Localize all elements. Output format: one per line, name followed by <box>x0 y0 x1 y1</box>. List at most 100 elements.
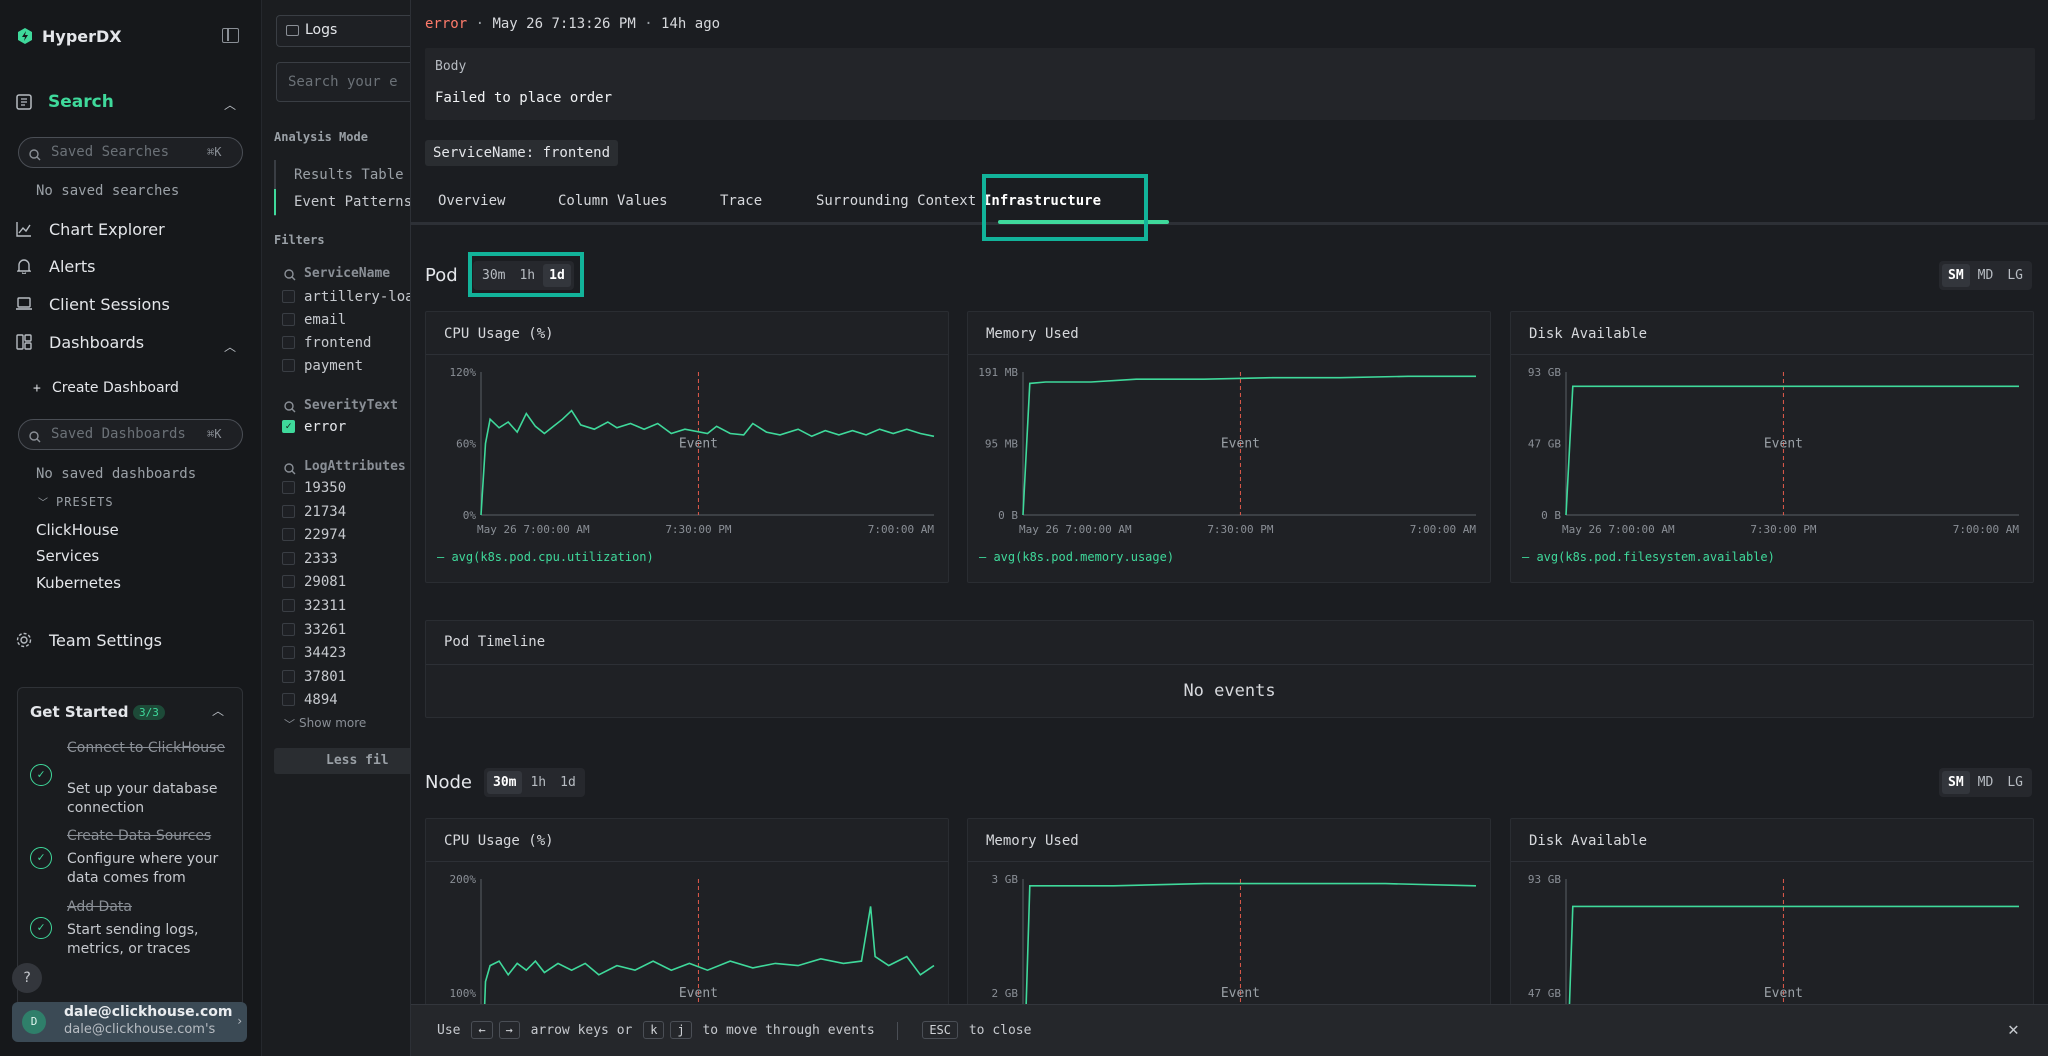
source-select[interactable]: Logs <box>276 15 410 47</box>
no-events-message: No events <box>1183 681 1276 701</box>
chart-title: Memory Used <box>986 326 1079 342</box>
chevron-up-icon[interactable]: ︿ <box>212 704 225 718</box>
range-1h[interactable]: 1h <box>519 268 536 283</box>
filter-checkbox[interactable] <box>282 693 295 707</box>
filter-checkbox[interactable] <box>282 504 295 518</box>
chart-plot: 120% 60% 0% Event May 26 7:00:00 AM 7:30:00 P… <box>450 366 935 536</box>
avatar: D <box>22 1010 46 1034</box>
chart-explorer-nav-item[interactable]: Chart Explorer <box>49 220 165 239</box>
search-input[interactable]: Search your e <box>276 62 410 102</box>
filter-checkbox[interactable] <box>282 336 295 349</box>
step-title[interactable]: Connect to ClickHouse <box>67 740 226 756</box>
chevron-up-icon[interactable]: ︿ <box>224 98 237 112</box>
chart-legend[interactable]: — avg(k8s.pod.memory.usage) <box>979 550 1174 564</box>
filter-checkbox[interactable] <box>282 359 295 372</box>
check-circle-icon: ✓ <box>30 847 52 869</box>
step-title[interactable]: Add Data <box>67 899 132 915</box>
chevron-down-icon[interactable]: ﹀ <box>38 498 48 509</box>
y-tick-label: 0% <box>463 509 477 522</box>
filter-checkbox-checked[interactable]: ✓ <box>282 420 295 433</box>
search-nav-item[interactable]: Search <box>48 92 114 112</box>
tab-trace[interactable]: Trace <box>720 193 763 209</box>
severity-label: error <box>425 16 468 32</box>
y-tick-label: 93 GB <box>1528 366 1561 379</box>
tab-infrastructure[interactable]: Infrastructure <box>983 193 1102 209</box>
filter-checkbox[interactable] <box>282 290 295 303</box>
range-30m[interactable]: 30m <box>487 771 523 794</box>
legend-swatch: — <box>437 550 452 564</box>
saved-dashboards-input[interactable]: Saved Dashboards ⌘K <box>18 419 243 450</box>
right-arrow-key: → <box>498 1021 520 1039</box>
event-label: Event <box>679 986 718 1001</box>
preset-clickhouse[interactable]: ClickHouse <box>36 521 119 539</box>
less-filters-label: Less fil <box>326 753 389 768</box>
filter-checkbox[interactable] <box>282 551 295 565</box>
user-menu[interactable]: D dale@clickhouse.com dale@clickhouse.co… <box>12 1002 247 1042</box>
help-icon[interactable]: ? <box>12 963 42 993</box>
tab-overview[interactable]: Overview <box>438 193 506 209</box>
filter-checkbox[interactable] <box>282 313 295 326</box>
saved-searches-input[interactable]: Saved Searches ⌘K <box>18 137 243 168</box>
filter-checkbox[interactable] <box>282 669 295 683</box>
search-nav-icon <box>16 94 32 110</box>
size-sm[interactable]: SM <box>1942 771 1970 794</box>
mode-results-table[interactable]: Results Table <box>294 167 404 183</box>
client-sessions-nav-item[interactable]: Client Sessions <box>49 295 170 314</box>
filter-group-severitytext[interactable]: SeverityText <box>304 398 398 413</box>
create-dashboard-button[interactable]: Create Dashboard <box>52 380 179 396</box>
app-name: HyperDX <box>42 27 122 46</box>
chevron-down-icon: ﹀ <box>284 718 295 731</box>
filter-value: payment <box>304 358 364 374</box>
preset-services[interactable]: Services <box>36 547 100 565</box>
size-lg[interactable]: LG <box>2007 268 2023 283</box>
chevron-up-icon[interactable]: ︿ <box>224 340 237 354</box>
filter-group-servicename[interactable]: ServiceName <box>304 266 391 281</box>
team-settings-nav-item[interactable]: Team Settings <box>49 631 162 650</box>
search-icon <box>284 460 296 479</box>
x-tick-label: May 26 7:00:00 AM <box>1562 523 1675 536</box>
filter-checkbox[interactable] <box>282 599 295 612</box>
series-line <box>480 409 935 516</box>
search-pane: Logs Search your e Analysis Mode Results… <box>262 0 410 1056</box>
size-md[interactable]: MD <box>1977 268 1994 283</box>
range-30m[interactable]: 30m <box>482 268 506 283</box>
filter-group-logattributes[interactable]: LogAttributes <box>304 459 406 474</box>
preset-kubernetes[interactable]: Kubernetes <box>36 574 121 592</box>
filter-value: 21734 <box>304 503 347 520</box>
chart-legend[interactable]: — avg(k8s.pod.filesystem.available) <box>1522 550 1775 564</box>
show-more-link[interactable]: Show more <box>299 716 367 730</box>
node-section-title: Node <box>425 772 472 793</box>
filter-value: 34423 <box>304 645 347 662</box>
chart-legend[interactable]: — avg(k8s.pod.cpu.utilization) <box>437 550 654 564</box>
y-tick-label: 0 B <box>998 509 1018 522</box>
pod-size-toggle: SM MD LG <box>1939 261 2032 290</box>
size-md[interactable]: MD <box>1977 775 1994 790</box>
size-sm[interactable]: SM <box>1942 264 1970 287</box>
filter-checkbox[interactable] <box>282 575 295 589</box>
filter-checkbox[interactable] <box>282 528 295 542</box>
event-label: Event <box>679 437 718 452</box>
range-1h[interactable]: 1h <box>530 775 547 790</box>
range-1d[interactable]: 1d <box>543 264 571 287</box>
dashboards-nav-item[interactable]: Dashboards <box>49 333 145 352</box>
alerts-nav-item[interactable]: Alerts <box>49 257 96 276</box>
step-title[interactable]: Create Data Sources <box>67 828 212 844</box>
pod-timeline-card: Pod Timeline No events <box>425 620 2034 718</box>
chart-plot: 3 GB 2 GB Event <box>992 873 1477 1056</box>
legend-swatch: — <box>1522 550 1537 564</box>
close-icon[interactable]: ✕ <box>2008 1019 2019 1040</box>
less-filters-button[interactable]: Less fil <box>274 748 410 774</box>
collapse-sidebar-icon[interactable] <box>222 28 239 43</box>
size-lg[interactable]: LG <box>2007 775 2023 790</box>
range-1d[interactable]: 1d <box>560 775 576 790</box>
y-tick-label: 120% <box>450 366 477 379</box>
service-name-tag[interactable]: ServiceName: frontend <box>425 140 619 166</box>
filter-checkbox[interactable] <box>282 481 295 494</box>
mode-event-patterns[interactable]: Event Patterns <box>294 194 410 210</box>
tab-surrounding-context[interactable]: Surrounding Context <box>816 193 977 209</box>
filter-checkbox[interactable] <box>282 622 295 636</box>
filter-checkbox[interactable] <box>282 646 295 660</box>
tab-column-values[interactable]: Column Values <box>558 193 668 209</box>
legend-label: avg(k8s.pod.filesystem.available) <box>1536 550 1775 564</box>
